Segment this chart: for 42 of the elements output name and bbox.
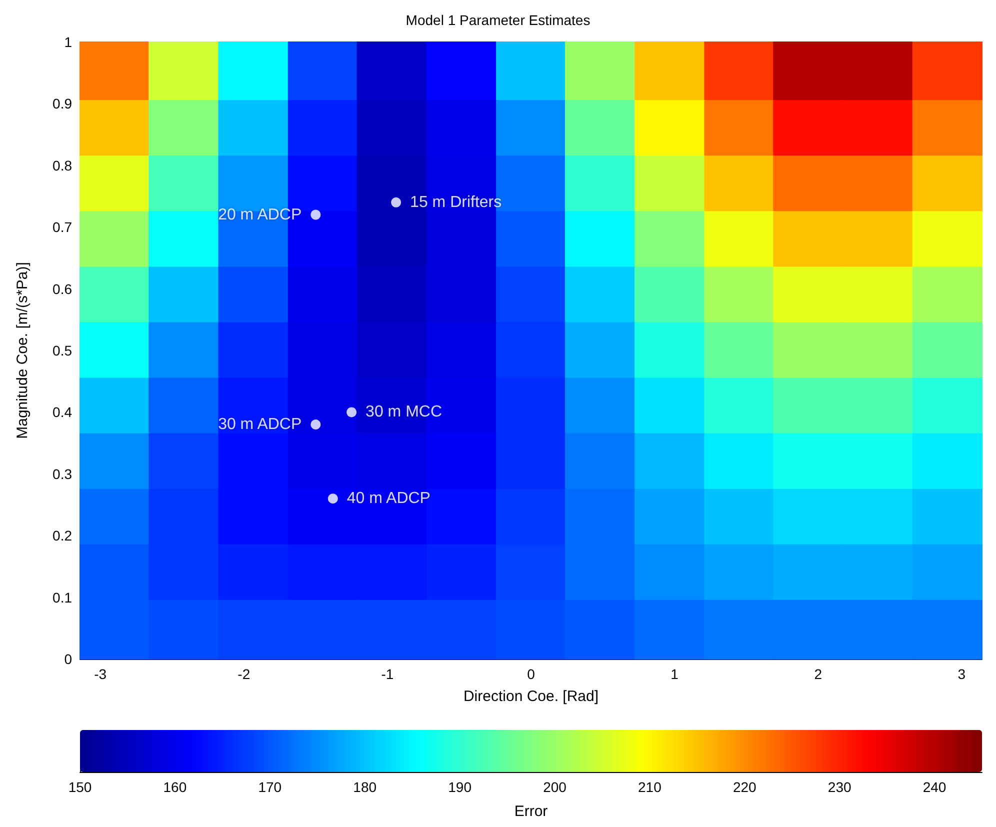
- color-bar-label: 150: [68, 779, 92, 795]
- y-tick-label: 0.9: [52, 96, 72, 112]
- x-tick-label: 3: [958, 666, 966, 682]
- x-tick-label: -2: [238, 666, 250, 682]
- chart-title: Model 1 Parameter Estimates: [406, 12, 590, 28]
- annotation: 30 m MCC: [366, 404, 442, 421]
- y-tick-label: 0.6: [52, 280, 72, 297]
- annotation: 30 m ADCP: [218, 416, 302, 434]
- color-bar-title: Error: [514, 803, 548, 820]
- point: [328, 494, 338, 504]
- annotation: 15 m Drifters: [410, 194, 502, 211]
- y-tick-label: 0: [64, 651, 72, 667]
- color-bar-label: 230: [828, 779, 852, 795]
- annotation: 40 m ADCP: [346, 490, 430, 508]
- color-bar-label: 170: [258, 779, 282, 795]
- point: [310, 210, 321, 220]
- x-tick-label: 1: [670, 666, 679, 682]
- color-bar-label: 160: [163, 779, 187, 795]
- color-bar-label: 210: [638, 779, 662, 795]
- annotation: 20 m ADCP: [218, 206, 302, 224]
- color-bar-label: 180: [353, 779, 377, 795]
- x-tick-label: 2: [814, 666, 822, 682]
- color-bar-label: 220: [732, 779, 757, 795]
- y-tick-label: 0.7: [52, 219, 72, 236]
- point: [346, 407, 357, 418]
- y-tick-label: 0.1: [52, 589, 72, 606]
- color-bar-label: 240: [922, 779, 946, 795]
- point: [310, 420, 321, 430]
- y-tick-label: 1: [64, 34, 72, 50]
- x-tick-label: -3: [94, 666, 107, 682]
- y-tick-label: 0.2: [52, 528, 72, 544]
- y-tick-label: 0.5: [52, 342, 72, 358]
- color-bar-label: 190: [448, 779, 472, 795]
- y-tick-label: 0.8: [52, 157, 72, 174]
- point: [391, 197, 402, 208]
- color-bar-label: 200: [543, 779, 567, 795]
- x-axis-title: Direction Coe. [Rad]: [463, 688, 599, 705]
- y-tick-label: 0.3: [52, 466, 72, 482]
- x-tick-label: 0: [527, 666, 536, 682]
- y-tick-label: 0.4: [52, 404, 72, 420]
- y-axis-title: Magnitude Coe. [m/(s*Pa)]: [14, 262, 31, 439]
- x-tick-label: -1: [381, 666, 394, 682]
